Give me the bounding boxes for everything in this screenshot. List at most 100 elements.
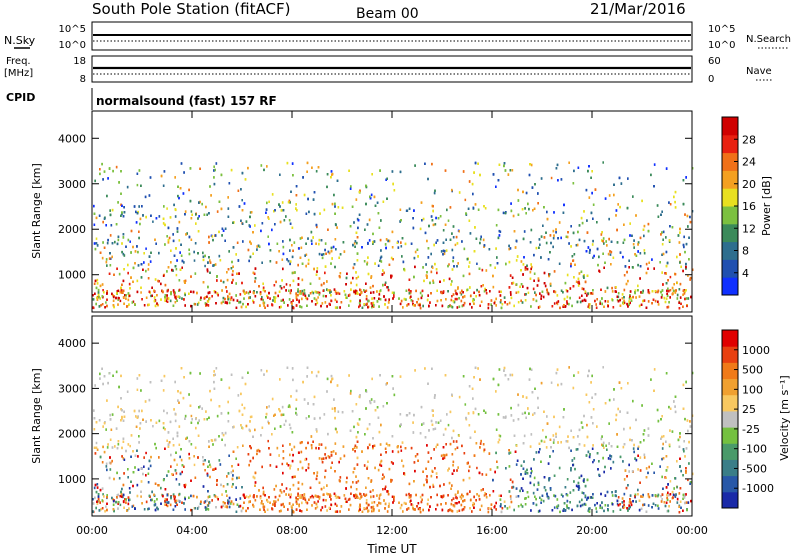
power-echo-cell	[503, 162, 506, 165]
power-echo-cell	[454, 289, 457, 292]
power-echo-cell	[264, 290, 266, 293]
power-echo-cell	[421, 289, 424, 293]
power-echo-cell	[373, 304, 375, 307]
power-echo-cell	[163, 205, 165, 208]
power-echo-cell	[262, 288, 265, 292]
power-echo-cell	[92, 306, 94, 309]
power-echo-cell	[281, 279, 283, 282]
power-echo-cell	[195, 213, 197, 216]
power-echo-cell	[132, 280, 134, 283]
power-echo-cell	[419, 302, 421, 306]
velocity-echo-cell	[241, 403, 243, 406]
power-echo-cell	[427, 256, 430, 259]
power-echo-cell	[667, 279, 669, 282]
power-colorbar-tick-label: 24	[742, 156, 756, 169]
power-echo-cell	[435, 241, 437, 244]
power-echo-cell	[474, 203, 477, 206]
power-echo-cell	[205, 303, 208, 306]
power-echo-cell	[241, 281, 243, 285]
power-echo-cell	[390, 256, 393, 260]
power-echo-cell	[668, 201, 670, 204]
power-echo-cell	[583, 210, 585, 213]
power-echo-cell	[179, 268, 182, 271]
power-echo-cell	[356, 236, 359, 239]
power-echo-cell	[268, 200, 270, 203]
power-echo-cell	[487, 306, 490, 310]
power-echo-cell	[519, 285, 521, 288]
power-echo-cell	[230, 298, 232, 301]
power-echo-cell	[366, 223, 369, 226]
power-echo-cell	[537, 202, 539, 205]
power-echo-cell	[617, 300, 620, 303]
power-echo-cell	[468, 272, 471, 276]
power-echo-cell	[393, 291, 395, 295]
power-echo-cell	[189, 199, 192, 203]
power-echo-cell	[172, 269, 174, 272]
power-echo-cell	[663, 296, 666, 300]
power-echo-cell	[542, 224, 544, 227]
power-echo-cell	[683, 292, 686, 295]
power-echo-cell	[238, 205, 241, 208]
power-echo-cell	[306, 170, 308, 173]
power-echo-cell	[468, 261, 471, 264]
power-echo-cell	[128, 282, 131, 286]
power-echo-cell	[252, 301, 255, 304]
power-echo-cell	[295, 292, 297, 295]
power-echo-cell	[372, 232, 374, 236]
power-echo-cell	[325, 295, 327, 298]
power-echo-cell	[355, 291, 357, 295]
power-echo-cell	[349, 187, 352, 190]
power-echo-cell	[345, 283, 347, 286]
power-echo-cell	[576, 300, 579, 304]
power-echo-cell	[297, 290, 299, 293]
power-echo-cell	[212, 238, 214, 242]
power-echo-cell	[451, 232, 453, 235]
power-echo-cell	[388, 298, 390, 301]
power-echo-cell	[447, 305, 449, 309]
power-echo-cell	[602, 252, 604, 255]
power-echo-cell	[269, 297, 271, 300]
power-echo-cell	[330, 246, 333, 250]
power-echo-cell	[497, 179, 500, 182]
power-echo-cell	[634, 253, 636, 256]
power-echo-cell	[669, 203, 672, 206]
power-echo-cell	[473, 291, 475, 294]
power-echo-cell	[274, 300, 276, 303]
power-echo-cell	[586, 231, 589, 234]
power-echo-cell	[124, 294, 126, 297]
power-echo-cell	[668, 301, 670, 304]
power-echo-cell	[427, 294, 429, 297]
power-echo-cell	[144, 195, 147, 199]
power-echo-cell	[208, 235, 210, 239]
power-echo-cell	[657, 300, 659, 303]
power-echo-cell	[463, 247, 466, 251]
power-echo-cell	[404, 242, 407, 246]
power-echo-cell	[103, 291, 105, 294]
power-echo-cell	[214, 263, 217, 266]
power-echo-cell	[258, 285, 260, 288]
power-echo-cell	[666, 292, 668, 295]
power-echo-cell	[184, 281, 186, 284]
power-echo-cell	[130, 229, 133, 233]
power-echo-cell	[352, 243, 354, 247]
power-echo-cell	[143, 261, 145, 264]
power-echo-cell	[240, 188, 242, 191]
power-echo-cell	[447, 264, 449, 268]
power-echo-cell	[669, 289, 672, 292]
power-echo-cell	[121, 211, 123, 214]
power-echo-cell	[520, 269, 522, 272]
power-echo-cell	[539, 292, 541, 295]
power-echo-cell	[148, 255, 151, 258]
power-echo-cell	[535, 246, 538, 250]
power-echo-cell	[122, 289, 125, 292]
power-echo-cell	[650, 173, 652, 177]
power-echo-cell	[305, 212, 308, 215]
power-echo-cell	[578, 282, 580, 285]
power-echo-cell	[509, 169, 512, 172]
power-echo-cell	[206, 295, 208, 298]
power-echo-cell	[162, 217, 165, 220]
power-echo-cell	[247, 166, 249, 170]
power-echo-cell	[311, 242, 313, 245]
power-echo-cell	[421, 294, 423, 297]
power-echo-cell	[129, 287, 131, 290]
